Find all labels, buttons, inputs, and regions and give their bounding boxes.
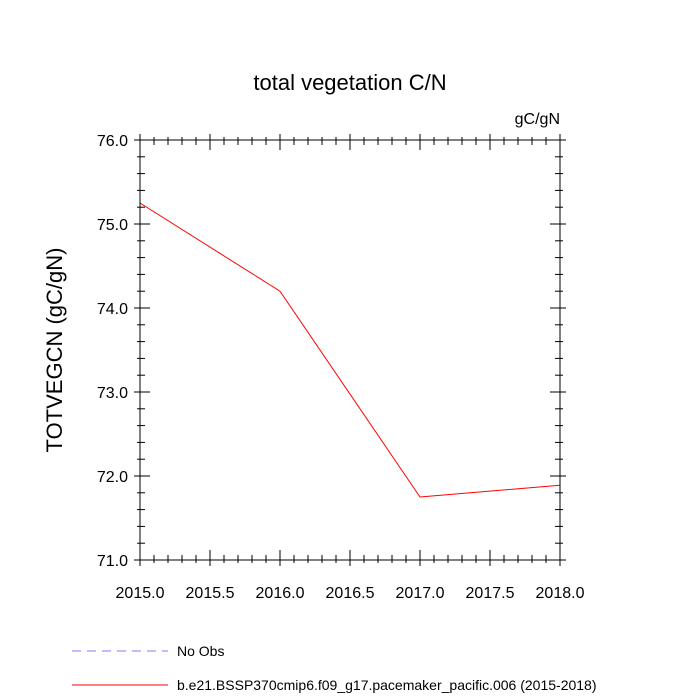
y-tick-label: 74.0 [97,301,128,318]
axis-ticks: 2015.0 2015.5 2016.0 2016.5 2017.0 2017.5 2018… [97,133,585,602]
y-tick-label: 73.0 [97,385,128,402]
legend-label: b.e21.BSSP370cmip6.f09_g17.pacemaker_pac… [177,677,597,693]
x-tick-label: 2016.5 [326,585,375,602]
x-tick-label: 2015.0 [116,585,165,602]
x-tick-label: 2017.0 [396,585,445,602]
x-tick-label: 2018.0 [536,585,585,602]
series-group [139,202,561,498]
y-tick-label: 71.0 [97,553,128,570]
y-tick-label: 75.0 [97,217,128,234]
x-tick-label: 2015.5 [186,585,235,602]
x-tick-label: 2017.5 [466,585,515,602]
y-tick-label: 76.0 [97,133,128,150]
legend: No Obs b.e21.BSSP370cmip6.f09_g17.pacemak… [72,643,597,693]
chart-title: total vegetation C/N [253,70,446,95]
plot-frame [139,139,561,561]
legend-label: No Obs [177,643,224,659]
y-axis-label: TOTVEGCN (gC/gN) [42,248,67,453]
series-line [139,202,561,498]
units-label: gC/gN [515,111,560,128]
x-tick-label: 2016.0 [256,585,305,602]
y-tick-label: 72.0 [97,469,128,486]
